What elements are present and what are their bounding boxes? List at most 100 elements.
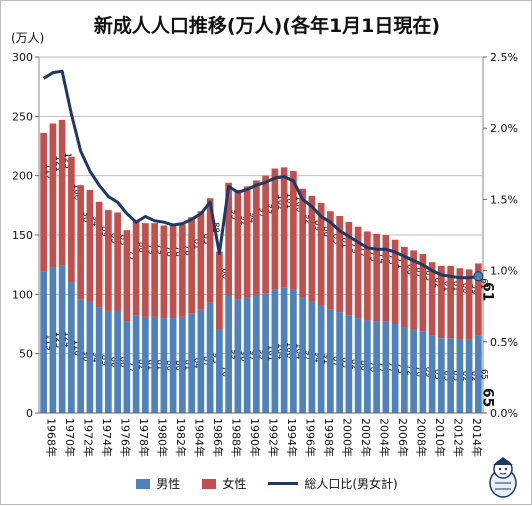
- data-label-female: 68: [404, 264, 414, 275]
- legend-item-ratio: 総人口比(男女計): [268, 475, 398, 492]
- bar-female: [373, 233, 380, 322]
- bar-male: [216, 329, 223, 413]
- x-tick-label: 1980年: [156, 418, 170, 457]
- data-label-male: 123: [53, 332, 63, 348]
- data-label-female: 92: [303, 214, 313, 225]
- bar-male: [142, 316, 149, 413]
- y-tick-label-left: 100: [12, 288, 33, 301]
- bar-male: [317, 305, 325, 413]
- data-label-male: 110: [71, 340, 81, 356]
- bar-female: [262, 175, 269, 294]
- bar-male: [95, 307, 103, 413]
- data-label-female: 80: [136, 242, 146, 253]
- legend-item-male: 男性: [136, 475, 180, 492]
- data-label-female: 121: [53, 156, 63, 172]
- bar-female: [447, 265, 454, 339]
- y-tick-label-left: 250: [12, 110, 33, 123]
- bar-female: [123, 230, 131, 322]
- bar-female: [299, 188, 306, 298]
- bar-female: [382, 235, 390, 322]
- bar-female: [327, 211, 334, 310]
- bar-male: [169, 318, 177, 413]
- data-label-female: 94: [90, 216, 100, 227]
- data-label-female: 75: [367, 251, 377, 262]
- data-label-female: 94: [247, 212, 257, 223]
- bar-female: [465, 269, 473, 340]
- bar-female: [49, 123, 57, 268]
- data-label-male: 99: [256, 349, 266, 360]
- latest-female-label: 61: [479, 282, 495, 301]
- data-label-male: 106: [284, 342, 294, 358]
- bar-female: [95, 201, 103, 308]
- data-label-male: 119: [44, 334, 54, 350]
- data-label-male: 81: [155, 360, 165, 371]
- data-label-female: 102: [275, 194, 285, 210]
- data-label-female: 60: [460, 283, 470, 294]
- bar-male: [475, 335, 482, 413]
- x-tick-label: 1984年: [193, 418, 207, 457]
- bar-male: [243, 297, 251, 413]
- bar-female: [169, 225, 177, 319]
- bar-male: [179, 316, 186, 413]
- bar-male: [132, 315, 140, 413]
- data-label-male: 124: [62, 331, 72, 347]
- bar-male: [123, 321, 131, 413]
- y-tick-label-right: 0.0%: [490, 407, 518, 420]
- bar-male: [151, 316, 158, 413]
- y-tick-label-right: 0.5%: [490, 336, 518, 349]
- bar-male: [354, 318, 362, 413]
- bar-female: [410, 250, 417, 330]
- bar-male: [68, 282, 75, 413]
- x-tick-label: 1974年: [100, 418, 114, 457]
- y-tick-label-left: 200: [12, 170, 33, 183]
- bar-female: [68, 156, 75, 283]
- data-label-male: 63: [451, 370, 461, 381]
- bar-male: [465, 339, 473, 413]
- x-tick-label: 1986年: [211, 418, 225, 457]
- bar-female: [160, 225, 168, 319]
- data-label-female: 78: [164, 246, 174, 257]
- data-label-female: 83: [201, 233, 211, 244]
- data-label-male: 70: [414, 366, 424, 377]
- data-label-female: 61: [478, 278, 488, 289]
- data-label-female: 77: [358, 247, 368, 258]
- data-label-male: 62: [469, 371, 479, 382]
- x-tick-label: 1994年: [285, 418, 299, 457]
- data-label-male: 63: [441, 370, 451, 381]
- y-axis-unit-label: (万人): [11, 31, 45, 45]
- bar-male: [197, 309, 205, 413]
- bar-female: [317, 202, 325, 306]
- data-label-male: 94: [90, 352, 100, 363]
- bar-female: [336, 216, 343, 313]
- y-tick-label-right: 2.5%: [490, 51, 518, 64]
- bar-male: [401, 327, 408, 413]
- x-tick-label: 2000年: [341, 418, 355, 457]
- bar-female: [142, 223, 149, 317]
- data-label-male: 80: [173, 360, 183, 371]
- mascot-icon: [489, 457, 517, 498]
- data-label-female: 101: [284, 193, 294, 209]
- data-label-male: 99: [229, 349, 239, 360]
- x-tick-label: 1978年: [137, 418, 151, 457]
- bar-male: [456, 339, 464, 413]
- data-label-female: 85: [108, 233, 118, 244]
- data-label-male: 86: [118, 357, 128, 368]
- bar-female: [438, 265, 445, 339]
- chart-title: 新成人人口推移(万人)(各年1月1日現在): [93, 15, 441, 37]
- data-label-male: 62: [460, 371, 470, 382]
- x-tick-label: 2008年: [415, 418, 429, 457]
- data-label-male: 80: [164, 360, 174, 371]
- data-label-female: 67: [414, 267, 424, 278]
- bar-male: [105, 310, 112, 413]
- data-label-male: 94: [312, 352, 322, 363]
- legend-label-male: 男性: [156, 477, 181, 491]
- x-tick-label: 1970年: [63, 418, 77, 457]
- bar-female: [77, 185, 84, 300]
- data-label-male: 86: [108, 357, 118, 368]
- data-label-female: 100: [293, 196, 303, 212]
- data-label-female: 81: [192, 239, 202, 250]
- y-tick-label-right: 1.5%: [490, 193, 518, 206]
- data-label-female: 92: [238, 215, 248, 226]
- data-label-male: 69: [423, 367, 433, 378]
- data-label-female: 89: [99, 226, 109, 237]
